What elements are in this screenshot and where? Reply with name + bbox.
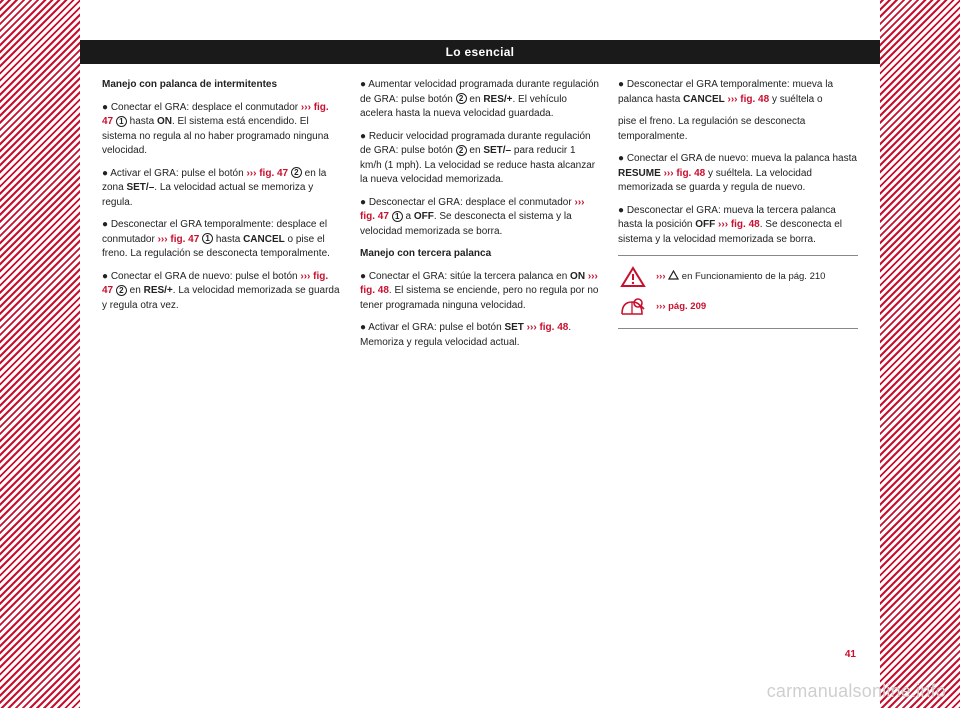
circled-2: 2	[456, 145, 467, 156]
circled-1: 1	[116, 116, 127, 127]
circled-2: 2	[116, 285, 127, 296]
label-res-plus: RES/+	[483, 94, 512, 105]
label-resume: RESUME	[618, 168, 661, 179]
bullet-conectar-gra-3: ● Conectar el GRA: sitúe la tercera pala…	[360, 270, 600, 314]
circled-1: 1	[392, 211, 403, 222]
bullet-aumentar-velocidad: ● Aumentar velocidad programada durante …	[360, 78, 600, 122]
page-number: 41	[845, 649, 856, 660]
label-on: ON	[157, 116, 172, 127]
bullet-reducir-velocidad: ● Reducir velocidad programada durante r…	[360, 130, 600, 188]
subhead-palanca-intermitentes: Manejo con palanca de intermitentes	[102, 78, 342, 93]
circled-2: 2	[456, 93, 467, 104]
info-box: ››› en Funcionamiento de la pág. 210 ›››…	[618, 255, 858, 329]
circled-1: 1	[202, 233, 213, 244]
info-row-book: ››› pág. 209	[620, 292, 856, 322]
bullet-conectar-nuevo: ● Conectar el GRA de nuevo: pulse el bot…	[102, 270, 342, 314]
ref-fig48: ››› fig. 48	[715, 219, 759, 230]
bullet-desconectar-temporal: ● Desconectar el GRA temporalmente: desp…	[102, 218, 342, 262]
page-header: Lo esencial	[80, 40, 880, 64]
header-title: Lo esencial	[446, 45, 515, 59]
stripe-left	[0, 0, 80, 708]
label-set-minus: SET/–	[483, 145, 511, 156]
bullet-desconectar-gra: ● Desconectar el GRA: desplace el conmut…	[360, 196, 600, 240]
label-res-plus: RES/+	[144, 285, 173, 296]
info-warning-text: ››› en Funcionamiento de la pág. 210	[656, 270, 825, 284]
bullet-activar-gra: ● Activar el GRA: pulse el botón ››› fig…	[102, 167, 342, 211]
info-book-text: ››› pág. 209	[656, 300, 706, 314]
ref-fig47: ››› fig. 47	[158, 234, 200, 245]
label-cancel: CANCEL	[683, 94, 725, 105]
label-cancel: CANCEL	[243, 234, 285, 245]
bullet-desconectar-temporal-3: ● Desconectar el GRA temporalmente: muev…	[618, 78, 858, 107]
watermark: carmanualsonline.info	[767, 681, 946, 702]
warning-small-icon	[668, 270, 679, 280]
bullet-conectar-nuevo-3: ● Conectar el GRA de nuevo: mueva la pal…	[618, 152, 858, 196]
stripe-right	[880, 0, 960, 708]
ref-fig48: ››› fig. 48	[524, 322, 568, 333]
ref-fig48: ››› fig. 48	[661, 168, 705, 179]
circled-2: 2	[291, 167, 302, 178]
subhead-tercera-palanca: Manejo con tercera palanca	[360, 247, 600, 262]
warning-triangle-icon	[620, 266, 646, 288]
bullet-activar-gra-3: ● Activar el GRA: pulse el botón SET ›››…	[360, 321, 600, 350]
bullet-desconectar-gra-3: ● Desconectar el GRA: mueva la tercera p…	[618, 204, 858, 248]
label-set-minus: SET/–	[126, 182, 154, 193]
ref-fig47: ››› fig. 47	[246, 168, 288, 179]
book-magnifier-icon	[620, 296, 646, 318]
bullet-conectar-gra: ● Conectar el GRA: desplace el conmutado…	[102, 101, 342, 159]
page: Lo esencial Manejo con palanca de interm…	[80, 40, 880, 668]
para-pise-freno: pise el freno. La regulación se desconec…	[618, 115, 858, 144]
ref-fig48: ››› fig. 48	[725, 94, 769, 105]
label-on: ON	[570, 271, 585, 282]
info-row-warning: ››› en Funcionamiento de la pág. 210	[620, 262, 856, 292]
label-off: OFF	[695, 219, 715, 230]
page-content: Manejo con palanca de intermitentes ● Co…	[80, 64, 880, 360]
label-off: OFF	[414, 211, 434, 222]
label-set: SET	[504, 322, 523, 333]
